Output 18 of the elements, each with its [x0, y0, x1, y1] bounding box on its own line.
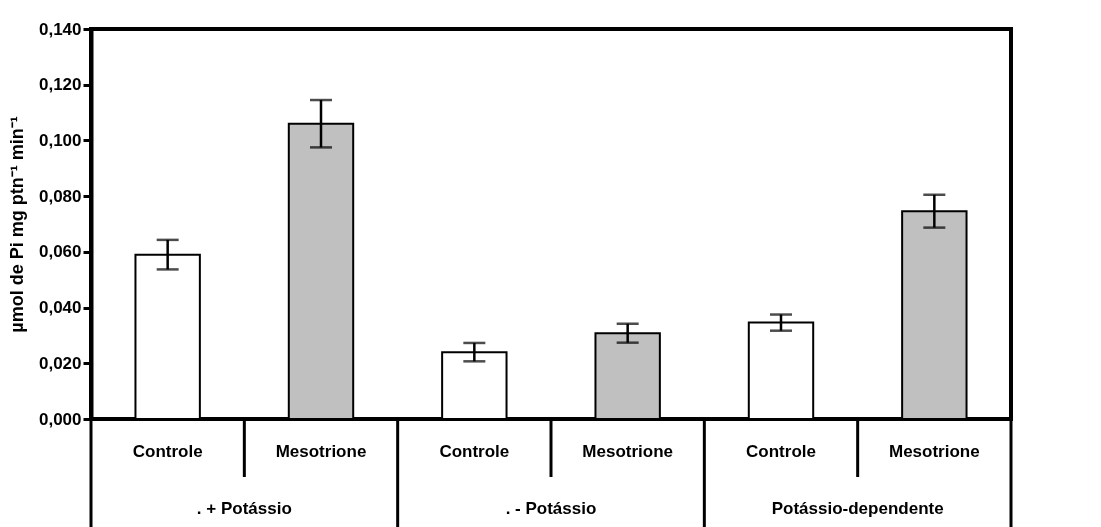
x-tick-label: . + Potássio — [196, 499, 292, 518]
series-label: Controle — [132, 442, 203, 461]
y-tick-label: 0,020 — [38, 353, 82, 373]
x-tick-label: Potássio-dependente — [771, 499, 944, 518]
series-label: Mesotrione — [275, 442, 367, 461]
x-tick-label: . - Potássio — [505, 499, 597, 518]
y-axis-title: µmol de Pi mg ptn⁻¹ min⁻¹ — [6, 116, 27, 333]
y-tick-label: 0,120 — [38, 75, 82, 95]
text: Mesotrione — [582, 442, 674, 461]
y-tick-label: 0,080 — [38, 186, 82, 206]
y-tick-label: 0,140 — [38, 19, 82, 39]
text: Mesotrione — [888, 442, 980, 461]
y-tick-label: 0,040 — [38, 298, 82, 318]
y-tick-label: 0,060 — [38, 242, 82, 262]
y-tick-label: 0,000 — [38, 409, 82, 429]
y-tick-label: 0,100 — [38, 130, 82, 150]
text: Controle — [439, 442, 510, 461]
text: Controle — [746, 442, 816, 461]
